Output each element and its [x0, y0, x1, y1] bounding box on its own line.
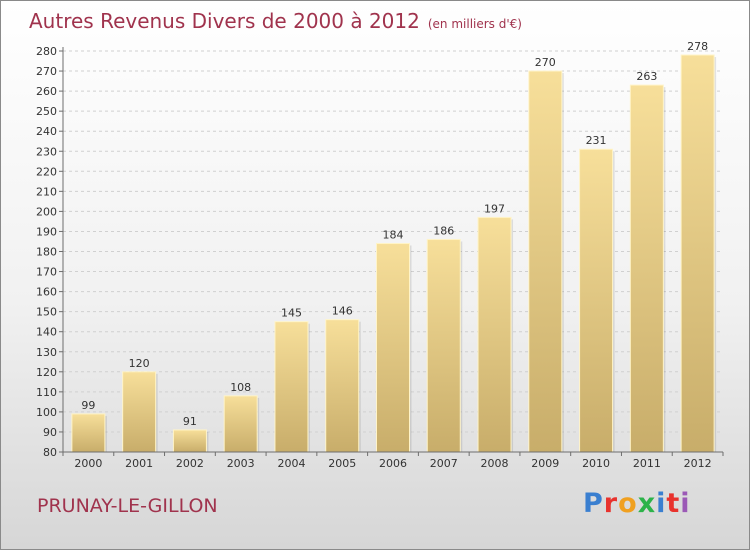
y-tick-label: 220	[36, 165, 57, 178]
bar	[680, 54, 715, 453]
chart-unit-label: (en milliers d'€)	[427, 17, 522, 31]
bar	[477, 216, 512, 453]
brand-letter: t	[666, 488, 681, 519]
x-tick-label: 2003	[227, 457, 255, 470]
x-tick-label: 2001	[125, 457, 153, 470]
bars	[71, 54, 717, 453]
y-tick-label: 190	[36, 225, 57, 238]
x-tick-label: 2000	[74, 457, 102, 470]
bar	[172, 429, 207, 453]
bar	[122, 371, 157, 453]
y-tick-label: 100	[36, 406, 57, 419]
brand-letter: i	[680, 488, 691, 519]
y-tick-label: 230	[36, 145, 57, 158]
y-tick-label: 180	[36, 246, 57, 259]
brand-letter: o	[618, 488, 638, 519]
axes	[59, 47, 724, 456]
y-tick-label: 120	[36, 366, 57, 379]
brand-letter: P	[583, 488, 604, 519]
x-tick-label: 2006	[379, 457, 407, 470]
data-label: 270	[535, 56, 556, 69]
brand-logo: Proxiti	[583, 488, 691, 519]
y-tick-label: 250	[36, 105, 57, 118]
y-tick-label: 130	[36, 346, 57, 359]
x-tick-label: 2009	[531, 457, 559, 470]
brand-letter: i	[656, 488, 667, 519]
brand-letter: x	[637, 488, 657, 519]
x-tick-label: 2012	[684, 457, 712, 470]
bar	[223, 395, 258, 453]
x-tick-label: 2007	[430, 457, 458, 470]
data-label: 197	[484, 202, 505, 215]
data-label: 278	[687, 40, 708, 53]
y-tick-label: 200	[36, 205, 57, 218]
y-tick-label: 280	[36, 45, 57, 58]
y-tick-label: 170	[36, 266, 57, 279]
y-tick-label: 210	[36, 185, 57, 198]
y-tick-label: 90	[43, 426, 57, 439]
x-tick-label: 2002	[176, 457, 204, 470]
labels: 8090100110120130140150160170180190200210…	[36, 40, 712, 470]
data-label: 108	[230, 381, 251, 394]
location-name: PRUNAY-LE-GILLON	[37, 495, 218, 517]
brand-letter: r	[603, 488, 619, 519]
bar	[579, 148, 614, 453]
bar	[71, 413, 106, 453]
x-tick-label: 2004	[277, 457, 305, 470]
y-tick-label: 270	[36, 65, 57, 78]
bar	[274, 321, 309, 453]
data-label: 263	[636, 70, 657, 83]
bar	[629, 84, 664, 453]
x-tick-label: 2005	[328, 457, 356, 470]
x-tick-label: 2008	[481, 457, 509, 470]
bar	[528, 70, 563, 453]
x-tick-label: 2011	[633, 457, 661, 470]
y-tick-label: 140	[36, 326, 57, 339]
data-label: 184	[383, 228, 404, 241]
data-label: 186	[433, 224, 454, 237]
y-tick-label: 240	[36, 125, 57, 138]
data-label: 120	[129, 357, 150, 370]
y-tick-label: 80	[43, 446, 57, 459]
bar	[376, 242, 410, 453]
bar	[426, 238, 461, 453]
data-label: 146	[332, 305, 353, 318]
y-tick-label: 110	[36, 386, 57, 399]
data-label: 91	[183, 415, 197, 428]
y-tick-label: 260	[36, 85, 57, 98]
x-tick-label: 2010	[582, 457, 610, 470]
data-label: 99	[81, 399, 95, 412]
y-tick-label: 160	[36, 286, 57, 299]
bar	[325, 319, 360, 453]
y-tick-label: 150	[36, 306, 57, 319]
chart-title-text: Autres Revenus Divers de 2000 à 2012	[29, 9, 420, 33]
data-label: 231	[586, 134, 607, 147]
data-label: 145	[281, 307, 302, 320]
chart-title: Autres Revenus Divers de 2000 à 2012 (en …	[29, 9, 522, 33]
